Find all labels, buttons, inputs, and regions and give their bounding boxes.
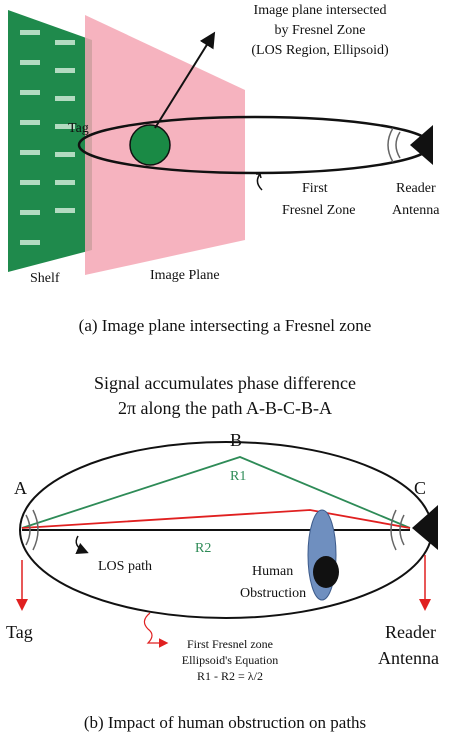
fresnel-label: First: [302, 181, 328, 196]
fresnel-label: Ellipsoid's Equation: [182, 653, 279, 667]
antenna-waves: [388, 128, 400, 162]
point-label: C: [414, 478, 426, 498]
human-head: [313, 556, 339, 588]
fresnel-label: R1 - R2 = λ/2: [197, 669, 263, 683]
reader-label: Reader: [385, 622, 436, 642]
reader-label: Reader: [396, 181, 436, 196]
point-label: B: [230, 430, 242, 450]
fresnel-label: First Fresnel zone: [187, 637, 273, 651]
fresnel-label: Fresnel Zone: [282, 203, 355, 218]
antenna: [412, 505, 438, 550]
reader-label: Antenna: [378, 648, 439, 668]
callout-text: (LOS Region, Ellipsoid): [251, 43, 389, 58]
human-label: Human: [252, 564, 293, 579]
los-arrow: [76, 536, 86, 552]
antenna: [410, 125, 433, 165]
fresnel-arrow: [144, 613, 166, 643]
title: 2π along the path A-B-C-B-A: [118, 398, 332, 418]
los-label: LOS path: [98, 559, 152, 574]
panel-b: Signal accumulates phase difference 2π a…: [6, 373, 439, 732]
r2-label: R2: [195, 541, 211, 556]
tag-label: Tag: [6, 622, 33, 642]
reflected-path: [22, 510, 410, 528]
r1-label: R1: [230, 469, 246, 484]
caption: (b) Impact of human obstruction on paths: [84, 713, 366, 732]
callout-text: Image plane intersected: [254, 3, 387, 18]
figure: Image plane intersected by Fresnel Zone …: [0, 0, 451, 744]
human-label: Obstruction: [240, 586, 306, 601]
callout-text: by Fresnel Zone: [275, 23, 366, 38]
title: Signal accumulates phase difference: [94, 373, 356, 393]
tag-label: Tag: [68, 121, 89, 136]
panel-a: Image plane intersected by Fresnel Zone …: [8, 3, 440, 335]
curly-arrow: [256, 174, 262, 190]
image-plane-label: Image Plane: [150, 268, 220, 283]
point-label: A: [14, 478, 27, 498]
reader-label: Antenna: [392, 203, 440, 218]
shelf-label: Shelf: [30, 271, 60, 286]
intersection-circle: [130, 125, 170, 165]
caption: (a) Image plane intersecting a Fresnel z…: [79, 316, 372, 335]
